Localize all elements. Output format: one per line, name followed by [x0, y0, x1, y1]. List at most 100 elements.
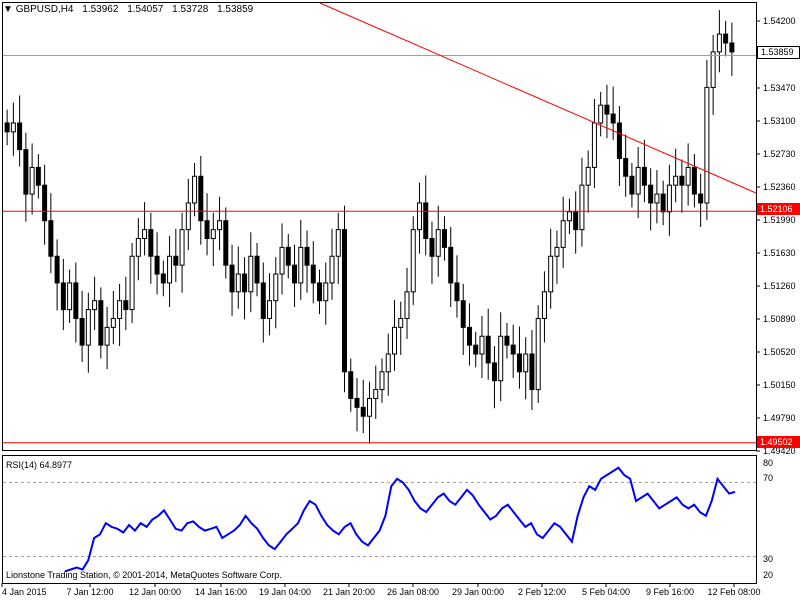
rsi-tick: 80	[763, 458, 774, 468]
candle-body	[298, 246, 304, 284]
candle-body	[117, 300, 123, 319]
candle-body	[729, 42, 735, 53]
candle-body	[473, 344, 479, 355]
candle-body	[148, 229, 154, 257]
candle-body	[398, 317, 404, 328]
chart-header: ▼ GBPUSD,H4 1.53962 1.54057 1.53728 1.53…	[3, 4, 253, 15]
candle-body	[660, 193, 666, 213]
candle-body	[179, 229, 185, 266]
candle-body	[10, 122, 16, 133]
candle-body	[323, 282, 329, 302]
candle-body	[429, 237, 435, 257]
candle-body	[504, 335, 510, 346]
candle-body	[635, 166, 641, 195]
rsi-tick: 70	[763, 473, 774, 483]
candle-body	[85, 309, 91, 346]
candle-body	[510, 344, 516, 355]
candle-body	[23, 149, 29, 195]
candle-body	[491, 362, 497, 382]
candle-body	[723, 33, 729, 44]
candle-body	[248, 255, 254, 293]
main-pane-frame	[2, 2, 757, 451]
candle-body	[604, 104, 610, 115]
candle-body	[516, 353, 522, 373]
level-price-tag: 1.52106	[757, 203, 800, 215]
date-tick: 12 Feb 08:00	[707, 587, 761, 597]
candle-body	[67, 282, 73, 311]
candle-body	[160, 273, 166, 284]
price-tick: 1.51630	[763, 248, 796, 258]
candle-body	[423, 202, 429, 239]
candle-body	[135, 237, 141, 257]
candle-body	[342, 229, 348, 373]
price-tick: 1.52730	[763, 149, 796, 159]
candle-body	[104, 326, 110, 346]
candle-body	[329, 255, 335, 284]
candle-body	[35, 166, 41, 186]
candle-body	[79, 317, 85, 346]
candle-body	[304, 246, 310, 266]
candle-body	[710, 51, 716, 88]
date-tick: 9 Feb 16:00	[645, 587, 695, 597]
candle-body	[354, 397, 360, 408]
candle-body	[548, 255, 554, 293]
candle-body	[110, 317, 116, 328]
current-price-tag: 1.53859	[757, 46, 800, 59]
rsi-tick: 20	[763, 570, 774, 580]
candle-body	[335, 229, 341, 257]
candle-body	[42, 184, 48, 222]
candle-body	[629, 175, 635, 195]
candle-body	[235, 273, 241, 293]
candle-body	[698, 193, 704, 204]
candle-body	[154, 255, 160, 275]
candle-body	[192, 175, 198, 204]
candle-body	[292, 264, 298, 284]
candle-body	[404, 291, 410, 319]
candle-body	[585, 166, 591, 186]
date-tick: 2 Feb 12:00	[517, 587, 567, 597]
candle-body	[410, 229, 416, 293]
rsi-title: RSI(14) 64.8977	[6, 460, 73, 470]
candle-body	[173, 255, 179, 266]
candle-body	[591, 122, 597, 168]
candle-body	[416, 202, 422, 231]
price-tick: 1.51260	[763, 281, 796, 291]
candle-body	[54, 255, 60, 284]
high-value: 1.54057	[127, 4, 164, 15]
candle-body	[217, 220, 223, 231]
candle-body	[616, 122, 622, 160]
candle-body	[623, 158, 629, 177]
candle-body	[598, 104, 604, 124]
trend-line	[319, 2, 757, 194]
candle-body	[229, 264, 235, 293]
candle-body	[385, 353, 391, 373]
candle-body	[379, 371, 385, 391]
date-tick: 19 Jan 04:00	[258, 587, 312, 597]
candle-body	[648, 184, 654, 204]
copyright-text: Lionstone Trading Station, © 2001-2014, …	[6, 570, 282, 580]
candle-body	[242, 273, 248, 293]
candle-body	[673, 175, 679, 186]
chart-dropdown-icon[interactable]: ▼	[3, 4, 13, 15]
candle-body	[466, 326, 472, 346]
candle-body	[441, 229, 447, 248]
candle-body	[479, 335, 485, 355]
candle-body	[573, 211, 579, 231]
symbol-label: GBPUSD,H4	[15, 4, 74, 15]
candle-body	[391, 326, 397, 355]
candle-body	[73, 282, 79, 319]
candle-body	[448, 246, 454, 284]
candle-body	[279, 246, 285, 275]
candle-body	[254, 255, 260, 284]
price-tick: 1.53100	[763, 116, 796, 126]
candle-body	[223, 220, 229, 266]
candle-body	[17, 122, 23, 151]
candle-body	[716, 33, 722, 53]
candle-body	[454, 282, 460, 302]
rsi-layer	[3, 466, 756, 573]
close-value: 1.53859	[217, 4, 254, 15]
level-price-tag: 1.49502	[757, 436, 800, 448]
candle-body	[523, 353, 529, 373]
price-tick: 1.50520	[763, 347, 796, 357]
